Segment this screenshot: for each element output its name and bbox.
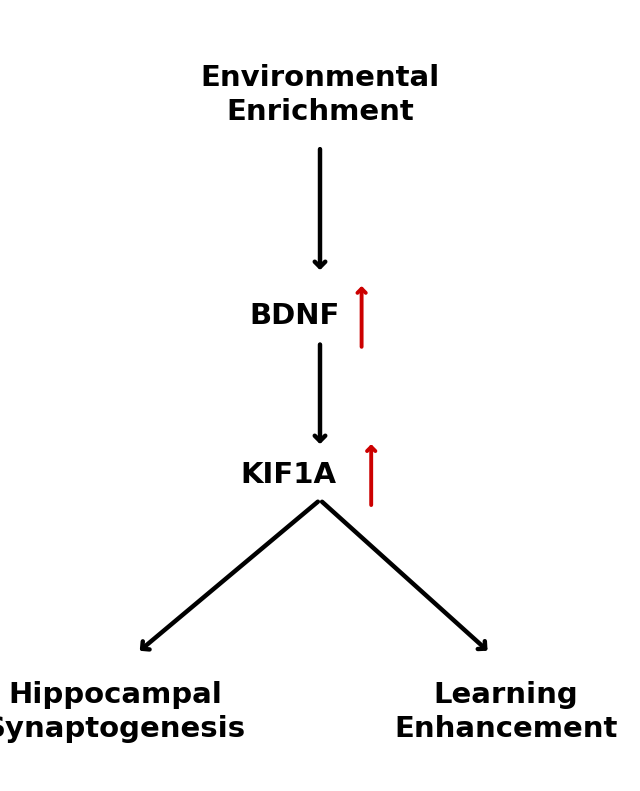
Text: BDNF: BDNF bbox=[249, 302, 340, 331]
Text: KIF1A: KIF1A bbox=[240, 460, 336, 489]
Text: Environmental
Enrichment: Environmental Enrichment bbox=[200, 63, 440, 127]
Text: Learning
Enhancement: Learning Enhancement bbox=[394, 680, 618, 744]
Text: Hippocampal
Synaptogenesis: Hippocampal Synaptogenesis bbox=[0, 680, 246, 744]
